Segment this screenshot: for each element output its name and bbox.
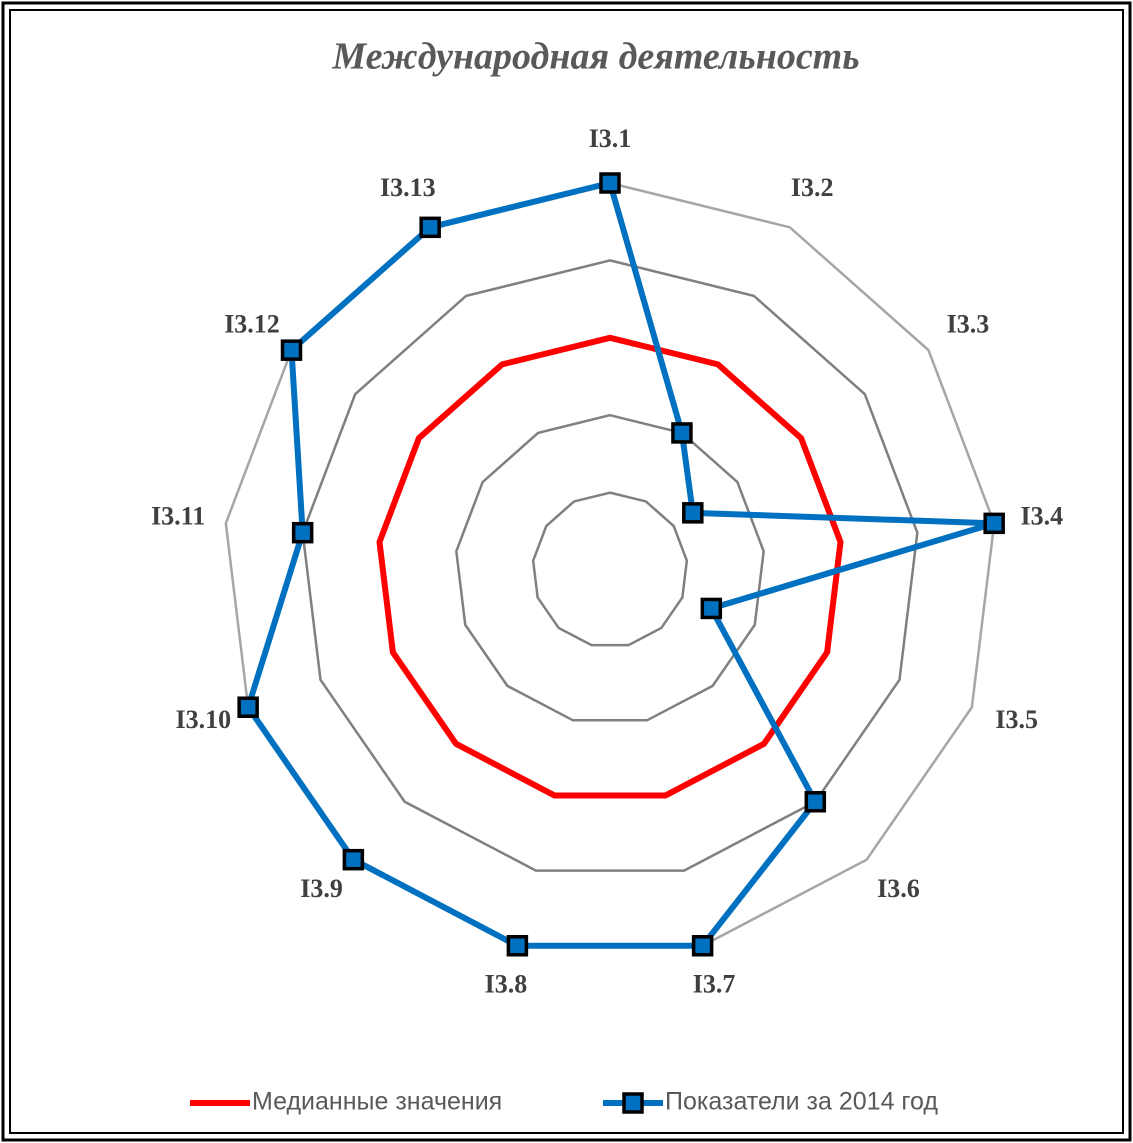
grid-ring bbox=[531, 491, 689, 647]
data-marker bbox=[691, 935, 714, 957]
axis-label: I3.5 bbox=[995, 705, 1038, 734]
axis-label: I3.1 bbox=[589, 124, 632, 153]
legend-text: Медианные значения bbox=[252, 1088, 502, 1116]
axis-label: I3.10 bbox=[175, 705, 231, 734]
data-marker bbox=[700, 597, 723, 620]
grid-ring bbox=[455, 413, 765, 722]
grid-ring bbox=[301, 259, 919, 872]
series-line bbox=[245, 180, 998, 949]
data-marker bbox=[419, 216, 441, 239]
series-line bbox=[376, 334, 844, 799]
data-marker bbox=[291, 521, 314, 544]
axis-label: I3.4 bbox=[1021, 501, 1064, 530]
data-marker bbox=[983, 512, 1005, 535]
data-marker bbox=[671, 422, 693, 444]
data-marker bbox=[342, 848, 365, 871]
axis-label: I3.13 bbox=[380, 173, 436, 202]
grid-ring bbox=[378, 336, 842, 797]
data-marker bbox=[682, 502, 704, 524]
data-marker bbox=[506, 935, 529, 957]
axis-label: I3.8 bbox=[485, 970, 528, 999]
data-marker bbox=[280, 339, 303, 361]
axis-label: I3.2 bbox=[791, 173, 834, 202]
axis-label: I3.3 bbox=[947, 309, 990, 338]
legend-text: Показатели за 2014 год bbox=[665, 1088, 938, 1116]
axis-label: I3.7 bbox=[693, 970, 736, 999]
grid-ring bbox=[224, 181, 996, 948]
axis-label: I3.6 bbox=[877, 874, 920, 903]
axis-label: I3.12 bbox=[224, 309, 280, 338]
legend-marker bbox=[622, 1092, 644, 1114]
data-marker bbox=[237, 696, 259, 718]
axis-label: I3.11 bbox=[151, 501, 205, 530]
chart-title: Международная деятельность bbox=[331, 36, 859, 78]
data-marker bbox=[804, 790, 827, 813]
inner-frame bbox=[9, 9, 1124, 1134]
axis-label: I3.9 bbox=[300, 874, 343, 903]
data-marker bbox=[599, 172, 621, 194]
